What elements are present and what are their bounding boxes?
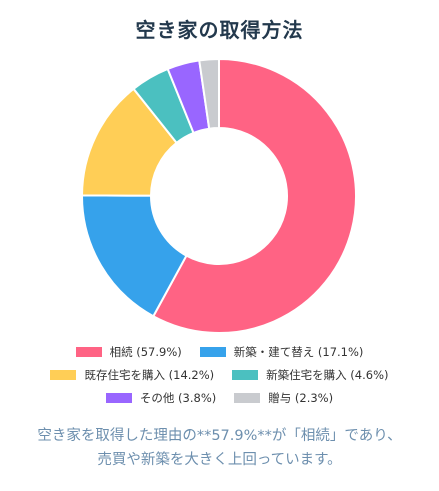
pie-slice-inheritance[interactable] (151, 57, 357, 334)
chart-legend: 相続 (57.9%) 新築・建て替え (17.1%) 既存住宅を購入 (14.2… (0, 340, 439, 409)
legend-label: 既存住宅を購入 (14.2%) (84, 367, 215, 382)
legend-item-gift[interactable]: 贈与 (2.3%) (234, 390, 333, 406)
legend-label: その他 (3.8%) (139, 390, 217, 405)
donut-chart (80, 57, 358, 335)
legend-label: 新築・建て替え (17.1%) (233, 344, 364, 359)
legend-row-3: その他 (3.8%) 贈与 (2.3%) (0, 386, 439, 409)
legend-item-other[interactable]: その他 (3.8%) (105, 390, 217, 406)
legend-item-new-purchase[interactable]: 新築住宅を購入 (4.6%) (232, 367, 389, 383)
legend-swatch (50, 369, 77, 380)
donut-chart-svg (80, 57, 357, 334)
legend-swatch (234, 392, 261, 403)
pie-slice-new-build[interactable] (81, 194, 188, 318)
legend-item-inheritance[interactable]: 相続 (57.9%) (75, 344, 182, 360)
legend-swatch (199, 346, 226, 357)
legend-swatch (105, 392, 132, 403)
legend-item-existing-purchase[interactable]: 既存住宅を購入 (14.2%) (50, 367, 214, 383)
pie-slice-gift[interactable] (198, 57, 220, 130)
legend-label: 相続 (57.9%) (109, 344, 182, 359)
legend-label: 贈与 (2.3%) (268, 390, 334, 405)
legend-swatch (75, 346, 102, 357)
legend-row-2: 既存住宅を購入 (14.2%) 新築住宅を購入 (4.6%) (0, 363, 439, 386)
legend-item-new-build[interactable]: 新築・建て替え (17.1%) (199, 344, 364, 360)
chart-title: 空き家の取得方法 (135, 18, 304, 42)
caption-line-2: 売買や新築を大きく上回っています。 (97, 452, 342, 468)
legend-swatch (232, 369, 259, 380)
legend-label: 新築住宅を購入 (4.6%) (266, 367, 389, 382)
legend-row-1: 相続 (57.9%) 新築・建て替え (17.1%) (0, 340, 439, 363)
caption-line-1: 空き家を取得した理由の**57.9%**が「相続」であり、 (37, 428, 402, 444)
chart-caption: 空き家を取得した理由の**57.9%**が「相続」であり、 売買や新築を大きく上… (0, 424, 439, 472)
